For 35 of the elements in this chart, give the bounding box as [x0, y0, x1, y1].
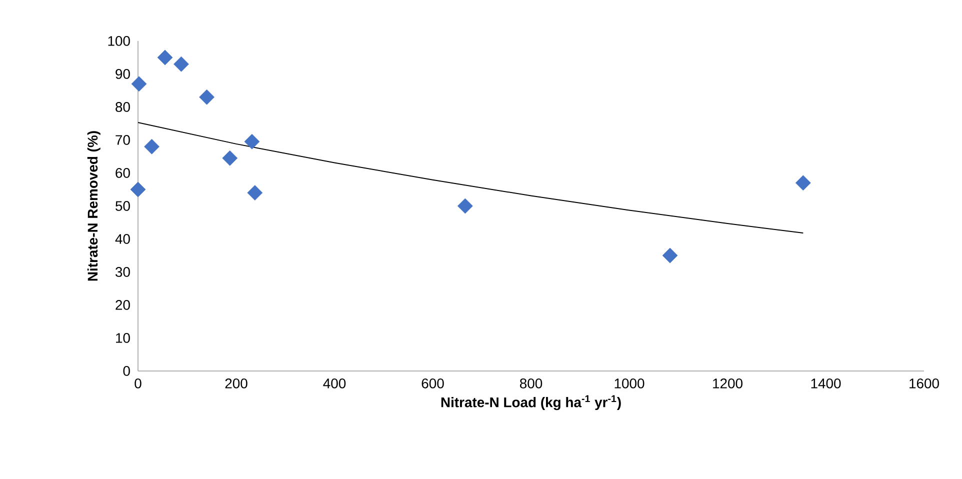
- y-tick-label: 10: [116, 333, 130, 343]
- point: [222, 150, 238, 166]
- point: [130, 182, 146, 198]
- point: [174, 56, 189, 72]
- point: [131, 76, 147, 92]
- y-tick-label: 20: [116, 300, 130, 310]
- y-tick-label: 30: [116, 267, 130, 277]
- line-series: [138, 122, 804, 234]
- y-tick-label: 70: [116, 135, 130, 145]
- point: [795, 175, 811, 191]
- point: [157, 50, 173, 66]
- x-tick-label: 0: [134, 378, 142, 388]
- y-tick-label: 40: [115, 234, 130, 244]
- x-axis-title: Nitrate-N Load (kg ha$^{-1}$ yr$^{-1}$): [441, 395, 621, 410]
- y-axis-title: Nitrate-N Removed (%): [87, 131, 100, 281]
- x-tick-label: 200: [225, 378, 248, 388]
- point: [662, 248, 678, 264]
- x-tick-label: 1000: [614, 378, 644, 388]
- x-tick-label: 800: [520, 378, 542, 388]
- y-tick-label: 60: [116, 168, 130, 178]
- point: [457, 198, 473, 214]
- y-tick-label: 0: [123, 366, 130, 376]
- point: [144, 138, 160, 154]
- point: [244, 134, 260, 150]
- point: [199, 89, 214, 105]
- point: [247, 185, 263, 200]
- x-tick-label: 400: [323, 378, 346, 388]
- y-tick-label: 90: [116, 69, 130, 79]
- x-tick-label: 600: [422, 378, 444, 388]
- x-tick-label: 1400: [811, 378, 841, 388]
- x-tick-label: 1200: [713, 378, 742, 388]
- y-tick-label: 80: [116, 102, 130, 112]
- y-tick-label: 100: [108, 36, 130, 46]
- x-tick-label: 1600: [910, 378, 939, 388]
- y-tick-label: 50: [116, 201, 130, 211]
